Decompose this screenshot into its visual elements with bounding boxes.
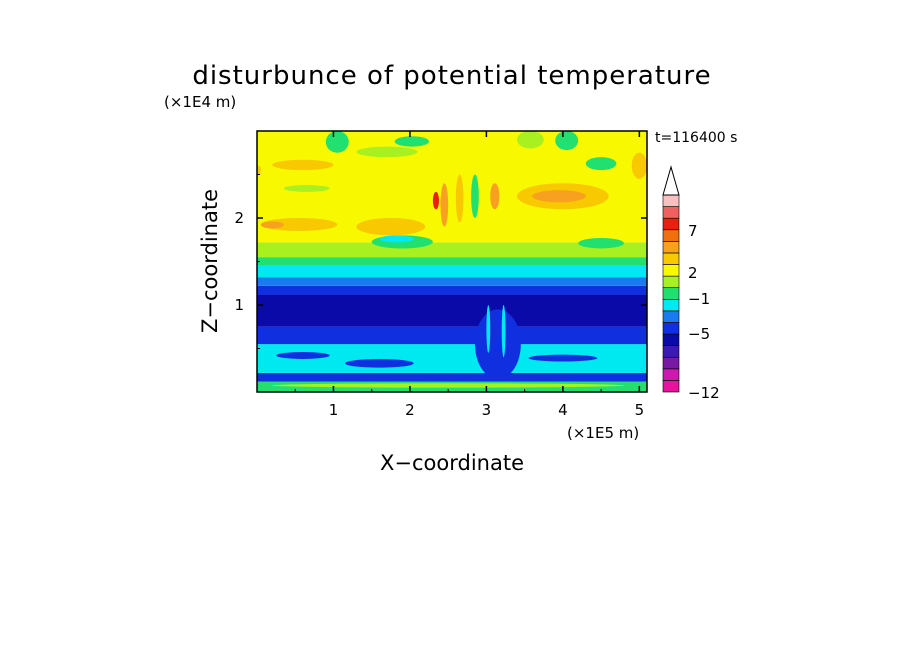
contour-patch-19 [455, 174, 464, 223]
contour-patch-6 [631, 152, 647, 179]
colorbar-segment-13 [662, 229, 680, 242]
colorbar-label-3: −5 [688, 325, 710, 343]
contour-patch-25 [344, 358, 414, 368]
colorbar-segment-1 [662, 368, 680, 381]
contour-band-1 [257, 372, 647, 382]
contour-patch-26 [528, 354, 598, 362]
time-label: t=116400 s [655, 130, 737, 146]
y-tick-label-1: 2 [234, 209, 244, 227]
contour-patch-17 [578, 238, 625, 249]
contour-patch-10 [356, 146, 418, 158]
contour-patch-9 [325, 131, 349, 153]
colorbar-segment-5 [662, 322, 680, 335]
colorbar-segment-6 [662, 310, 680, 323]
contour-patch-23 [264, 305, 311, 314]
colorbar-label-2: −1 [688, 290, 710, 308]
colorbar-segment-9 [662, 275, 680, 289]
colorbar-segment-10 [662, 264, 680, 277]
colorbar-segment-16 [662, 194, 680, 207]
colorbar-segment-12 [662, 241, 680, 254]
colorbar-segment-4 [662, 333, 680, 346]
contour-patch-16 [379, 235, 414, 243]
contour-patch-8 [283, 184, 330, 192]
colorbar-segment-2 [662, 356, 680, 370]
contour-patch-14 [585, 157, 617, 171]
contour-patch-1 [260, 221, 284, 229]
colorbar-arrow [662, 165, 680, 196]
contour-patch-5 [272, 159, 334, 171]
colorbar-label-0: 7 [688, 222, 698, 240]
colorbar-segment-15 [662, 206, 680, 219]
contour-patch-2 [356, 218, 426, 236]
contour-patch-30 [272, 383, 625, 388]
y-axis-label: Z−coordinate [198, 189, 222, 333]
y-axis: 12 [234, 174, 647, 349]
colorbar: 7 2 −1 −5 −12 [662, 165, 720, 402]
contour-patch-18 [440, 183, 449, 227]
colorbar-segment-0 [662, 380, 680, 393]
contour-band-3 [257, 326, 647, 345]
contour-patch-12 [517, 131, 544, 149]
chart-title: disturbunce of potential temperature [192, 61, 711, 91]
colorbar-segment-3 [662, 345, 680, 358]
y-scale-label: (×1E4 m) [164, 93, 236, 111]
contour-band-7 [257, 265, 647, 278]
contour-patch-29 [501, 305, 506, 358]
contour-patch-28 [486, 305, 491, 353]
x-tick-label-3: 4 [558, 401, 568, 419]
contour-patch-4 [532, 190, 586, 203]
contour-patch-7 [257, 165, 261, 175]
x-tick-label-2: 3 [482, 401, 492, 419]
contour-patch-13 [555, 131, 579, 151]
colorbar-segment-14 [662, 217, 680, 231]
contour-patch-20 [471, 174, 479, 218]
colorbar-segment-11 [662, 252, 680, 265]
x-scale-label: (×1E5 m) [567, 424, 639, 442]
contour-patch-27 [474, 309, 521, 379]
contour-band-9 [257, 242, 647, 258]
contour-patch-11 [394, 136, 430, 147]
y-tick-label-0: 1 [234, 296, 244, 314]
contour-patch-21 [490, 183, 500, 210]
x-tick-label-4: 5 [635, 401, 645, 419]
colorbar-segment-8 [662, 287, 680, 300]
contour-patch-0 [260, 218, 338, 232]
heatmap-plot-area [257, 131, 647, 392]
x-axis: 1 2 3 4 5 [294, 131, 645, 419]
colorbar-label-4: −12 [688, 384, 720, 402]
x-tick-label-0: 1 [329, 401, 339, 419]
x-tick-label-1: 2 [405, 401, 415, 419]
contour-band-6 [257, 277, 647, 286]
contour-band-8 [257, 257, 647, 266]
colorbar-segment-7 [662, 298, 680, 312]
contour-patch-22 [432, 191, 439, 210]
colorbar-label-1: 2 [688, 264, 698, 282]
contour-patch-24 [276, 351, 330, 359]
contour-band-4 [257, 294, 647, 327]
contour-band-5 [257, 285, 647, 295]
x-axis-label: X−coordinate [380, 451, 524, 475]
